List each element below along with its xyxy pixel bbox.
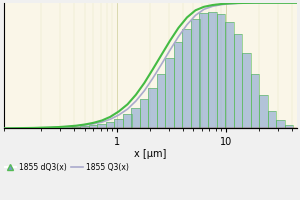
Bar <box>114 119 123 128</box>
X-axis label: x [μm]: x [μm] <box>134 149 166 159</box>
Bar <box>182 29 191 128</box>
Bar <box>114 119 123 128</box>
Bar <box>140 99 148 128</box>
Bar <box>80 126 89 128</box>
Bar <box>225 22 234 128</box>
Bar <box>89 125 98 128</box>
Bar <box>259 95 268 128</box>
Bar <box>165 58 174 128</box>
Bar <box>63 127 72 128</box>
Bar <box>225 22 234 128</box>
Bar <box>191 19 200 128</box>
Bar <box>242 53 250 128</box>
Bar <box>268 111 276 128</box>
Bar <box>250 74 259 128</box>
Bar <box>80 126 89 128</box>
Bar <box>157 74 166 128</box>
Bar <box>106 122 114 128</box>
Bar <box>106 122 114 128</box>
Bar <box>72 127 80 128</box>
Bar <box>174 42 182 128</box>
Bar <box>140 99 148 128</box>
Bar <box>242 53 250 128</box>
Bar <box>217 14 225 128</box>
Bar <box>208 12 217 128</box>
Legend: 1855 dQ3(x), 1855 Q3(x): 1855 dQ3(x), 1855 Q3(x) <box>2 160 132 175</box>
Bar <box>285 125 293 128</box>
Bar <box>208 12 217 128</box>
Bar <box>200 13 208 128</box>
Bar <box>276 120 285 128</box>
Bar <box>98 124 106 128</box>
Bar <box>217 14 225 128</box>
Bar <box>191 19 200 128</box>
Bar <box>63 127 72 128</box>
Bar <box>276 120 285 128</box>
Bar <box>285 125 293 128</box>
Bar <box>72 127 80 128</box>
Bar <box>148 88 157 128</box>
Bar <box>131 108 140 128</box>
Bar <box>182 29 191 128</box>
Bar <box>250 74 259 128</box>
Bar <box>123 114 132 128</box>
Bar <box>268 111 276 128</box>
Bar <box>165 58 174 128</box>
Bar <box>174 42 182 128</box>
Bar <box>259 95 268 128</box>
Bar <box>234 34 242 128</box>
Bar <box>157 74 166 128</box>
Bar <box>131 108 140 128</box>
Bar <box>98 124 106 128</box>
Bar <box>89 125 98 128</box>
Bar <box>200 13 208 128</box>
Bar <box>234 34 242 128</box>
Bar <box>123 114 132 128</box>
Bar <box>148 88 157 128</box>
